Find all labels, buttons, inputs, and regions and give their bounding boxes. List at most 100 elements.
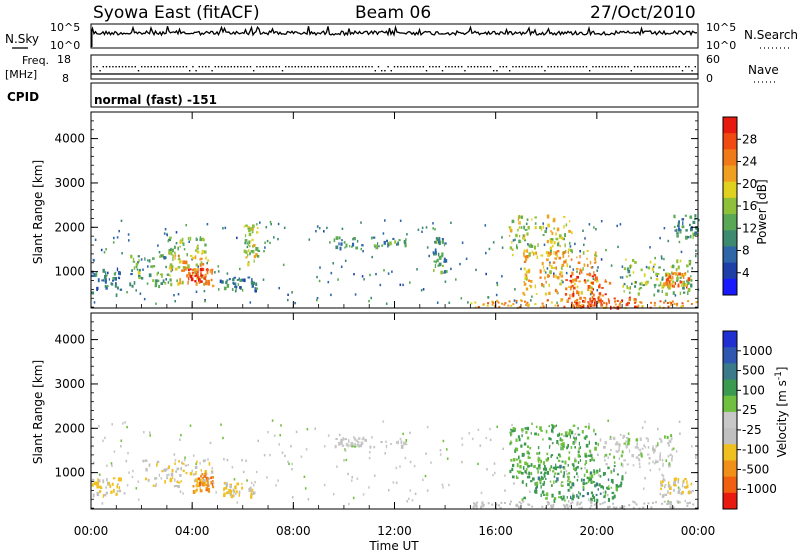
echo-cell <box>207 477 210 480</box>
echo-cell <box>118 486 121 490</box>
echo-cell <box>218 288 220 291</box>
ground-scatter-cell <box>603 501 606 504</box>
ground-scatter-cell <box>632 507 635 510</box>
echo-speck <box>584 237 586 240</box>
echo-cell <box>568 229 571 233</box>
echo-cell <box>607 456 610 460</box>
echo-cell <box>241 482 243 485</box>
echo-cell <box>570 430 574 435</box>
freq-dot <box>403 66 405 68</box>
echo-cell <box>344 246 346 249</box>
echo-cell <box>196 271 199 274</box>
ground-scatter-cell <box>678 501 681 504</box>
echo-cell <box>184 464 187 467</box>
echo-speck <box>257 439 259 443</box>
freq-dot <box>624 66 626 68</box>
echo-cell <box>200 475 202 478</box>
echo-cell <box>576 275 579 279</box>
echo-cell <box>255 253 258 257</box>
echo-speck <box>560 483 562 486</box>
freq-dot <box>144 66 146 68</box>
echo-cell <box>207 480 209 485</box>
echo-cell <box>576 285 579 289</box>
echo-cell <box>206 476 208 479</box>
echo-speck <box>652 265 655 269</box>
freq-dot <box>217 66 220 68</box>
echo-cell <box>684 283 687 287</box>
ground-scatter-cell <box>541 302 544 305</box>
echo-cell <box>360 444 362 448</box>
echo-cell <box>672 275 674 280</box>
echo-cell <box>345 243 348 248</box>
echo-cell <box>102 268 105 273</box>
echo-cell <box>520 444 523 448</box>
echo-cell <box>595 471 598 474</box>
echo-cell <box>551 454 553 457</box>
echo-cell <box>671 271 673 275</box>
y-tick-label: 3000 <box>54 377 85 391</box>
echo-speck <box>496 281 498 285</box>
echo-cell <box>530 480 533 483</box>
ground-scatter-cell <box>619 301 622 304</box>
echo-cell <box>156 460 160 463</box>
echo-speck <box>461 460 463 464</box>
echo-cell <box>239 286 242 289</box>
freq-dot <box>262 66 264 68</box>
echo-cell <box>241 278 245 282</box>
echo-cell <box>509 246 513 250</box>
echo-cell <box>341 444 345 447</box>
echo-speck <box>576 270 578 273</box>
echo-cell <box>675 228 678 233</box>
echo-cell <box>248 488 251 492</box>
echo-cell <box>229 493 231 497</box>
echo-cell <box>510 428 512 431</box>
echo-cell <box>679 230 682 234</box>
echo-cell <box>669 491 672 495</box>
echo-cell <box>232 494 235 497</box>
echo-cell <box>535 251 537 256</box>
echo-speck <box>636 442 638 445</box>
echo-cell <box>248 243 250 246</box>
nsky-trace <box>90 24 698 47</box>
echo-cell <box>523 255 526 258</box>
echo-cell <box>679 488 681 491</box>
echo-cell <box>523 249 526 253</box>
echo-cell <box>554 472 557 475</box>
echo-cell <box>205 477 207 481</box>
freq-dot <box>189 70 191 72</box>
echo-cell <box>200 480 203 484</box>
echo-speck <box>173 294 175 297</box>
echo-cell <box>682 221 684 226</box>
echo-cell <box>512 458 516 462</box>
freq-dot <box>464 70 466 72</box>
echo-cell <box>138 259 140 263</box>
echo-cell <box>248 232 252 237</box>
beam-title: Beam 06 <box>355 3 431 23</box>
echo-speck <box>382 232 385 235</box>
echo-cell <box>640 452 643 457</box>
echo-cell <box>546 258 549 262</box>
freq-dot <box>579 66 581 68</box>
echo-cell <box>437 252 440 257</box>
echo-speck <box>694 456 697 459</box>
echo-speck <box>122 422 124 425</box>
echo-speck <box>273 434 276 437</box>
echo-cell <box>435 260 437 264</box>
echo-cell <box>579 492 581 496</box>
echo-cell <box>577 261 581 264</box>
echo-speck <box>113 236 115 240</box>
echo-speck <box>362 250 364 253</box>
echo-cell <box>655 272 658 277</box>
echo-cell <box>572 464 575 468</box>
echo-cell <box>666 279 669 282</box>
ground-scatter-cell <box>562 504 565 507</box>
ground-scatter-cell <box>498 305 501 308</box>
echo-cell <box>352 242 355 247</box>
echo-cell <box>568 428 572 433</box>
echo-cell <box>697 218 700 222</box>
echo-cell <box>103 493 107 497</box>
echo-cell <box>577 461 580 464</box>
echo-cell <box>516 470 520 473</box>
echo-cell <box>556 440 559 444</box>
freq-label-2: [MHz] <box>5 68 37 81</box>
